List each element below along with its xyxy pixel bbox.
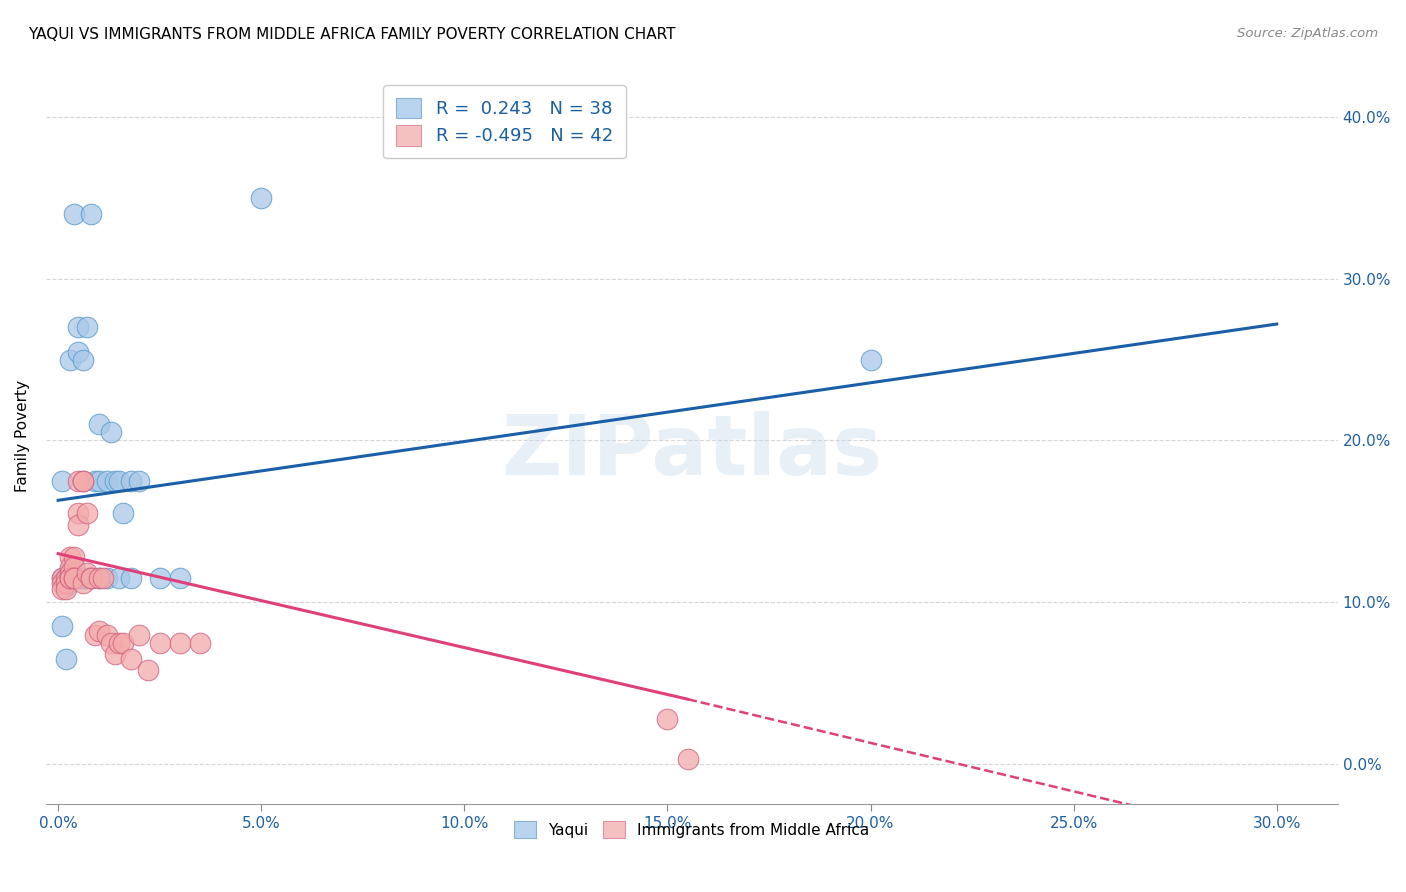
Point [79, 571, 101, 585]
Point [63, 571, 86, 585]
Point [112, 506, 135, 520]
Point [59, 559, 82, 574]
Text: Source: ZipAtlas.com: Source: ZipAtlas.com [1237, 27, 1378, 40]
Point [63, 549, 86, 564]
Point [63, 571, 86, 585]
Point [55, 575, 77, 590]
Point [96, 571, 118, 585]
Point [59, 571, 82, 585]
Point [63, 559, 86, 574]
Point [72, 352, 94, 367]
Point [51, 575, 73, 590]
Y-axis label: Family Poverty: Family Poverty [15, 380, 30, 492]
Point [104, 474, 127, 488]
Point [250, 191, 273, 205]
Point [51, 619, 73, 633]
Point [169, 635, 191, 649]
Point [76, 566, 98, 580]
Point [51, 571, 73, 585]
Point [169, 571, 191, 585]
Point [72, 571, 94, 585]
Point [100, 635, 122, 649]
Point [59, 566, 82, 580]
Point [67, 344, 90, 359]
Point [79, 571, 101, 585]
Point [87, 624, 110, 639]
Point [59, 563, 82, 577]
Point [108, 474, 131, 488]
Point [96, 474, 118, 488]
Point [149, 635, 172, 649]
Point [67, 571, 90, 585]
Legend: Yaqui, Immigrants from Middle Africa: Yaqui, Immigrants from Middle Africa [508, 814, 876, 845]
Point [676, 752, 699, 766]
Point [120, 652, 142, 666]
Point [59, 352, 82, 367]
Point [51, 571, 73, 585]
Point [63, 207, 86, 221]
Text: YAQUI VS IMMIGRANTS FROM MIDDLE AFRICA FAMILY POVERTY CORRELATION CHART: YAQUI VS IMMIGRANTS FROM MIDDLE AFRICA F… [28, 27, 676, 42]
Point [55, 571, 77, 585]
Point [188, 635, 211, 649]
Point [83, 474, 105, 488]
Point [108, 571, 131, 585]
Point [87, 571, 110, 585]
Point [96, 627, 118, 641]
Point [79, 571, 101, 585]
Point [91, 571, 114, 585]
Point [55, 582, 77, 597]
Point [72, 575, 94, 590]
Point [67, 320, 90, 334]
Point [87, 417, 110, 432]
Point [112, 635, 135, 649]
Point [104, 647, 127, 661]
Point [149, 571, 172, 585]
Point [76, 320, 98, 334]
Point [128, 474, 150, 488]
Point [120, 474, 142, 488]
Point [83, 627, 105, 641]
Point [55, 571, 77, 585]
Point [136, 663, 159, 677]
Point [72, 474, 94, 488]
Point [100, 425, 122, 440]
Point [67, 474, 90, 488]
Point [51, 582, 73, 597]
Point [63, 571, 86, 585]
Point [87, 571, 110, 585]
Point [87, 474, 110, 488]
Point [59, 549, 82, 564]
Point [120, 571, 142, 585]
Point [108, 635, 131, 649]
Point [79, 207, 101, 221]
Point [51, 474, 73, 488]
Text: ZIPatlas: ZIPatlas [502, 410, 883, 491]
Point [59, 571, 82, 585]
Point [76, 506, 98, 520]
Point [67, 517, 90, 532]
Point [59, 566, 82, 580]
Point [72, 474, 94, 488]
Point [76, 571, 98, 585]
Point [67, 506, 90, 520]
Point [657, 712, 679, 726]
Point [55, 579, 77, 593]
Point [859, 352, 882, 367]
Point [128, 627, 150, 641]
Point [55, 652, 77, 666]
